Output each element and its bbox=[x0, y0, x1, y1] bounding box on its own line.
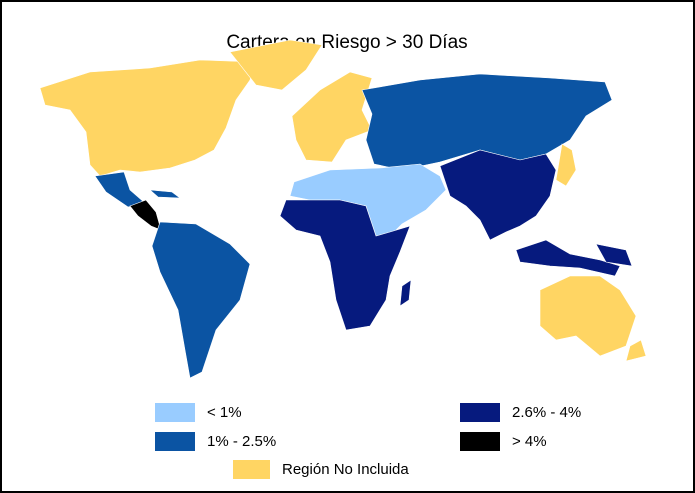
south-east-asia bbox=[439, 149, 557, 241]
legend-label: 1% - 2.5% bbox=[207, 433, 276, 450]
legend-swatch bbox=[155, 432, 195, 451]
legend-label: > 4% bbox=[512, 433, 547, 450]
madagascar bbox=[399, 279, 412, 307]
legend-label: Región No Incluida bbox=[282, 461, 409, 478]
legend: < 1% 1% - 2.5% 2.6% - 4% > 4% Región No Incl… bbox=[155, 403, 581, 479]
legend-swatch bbox=[460, 403, 500, 422]
north-america bbox=[39, 59, 256, 177]
world-map bbox=[39, 39, 647, 379]
legend-label: < 1% bbox=[207, 404, 242, 421]
greenland bbox=[229, 39, 323, 91]
south-america bbox=[151, 221, 251, 379]
islands bbox=[515, 239, 621, 277]
legend-label: 2.6% - 4% bbox=[512, 404, 581, 421]
papua bbox=[595, 243, 633, 267]
legend-swatch bbox=[155, 403, 195, 422]
legend-swatch bbox=[460, 432, 500, 451]
australia bbox=[539, 275, 637, 357]
japan bbox=[555, 143, 577, 187]
caribbean bbox=[149, 189, 181, 199]
legend-swatch bbox=[233, 460, 270, 479]
sub-saharan-africa bbox=[279, 199, 411, 331]
new-zealand bbox=[625, 339, 647, 362]
